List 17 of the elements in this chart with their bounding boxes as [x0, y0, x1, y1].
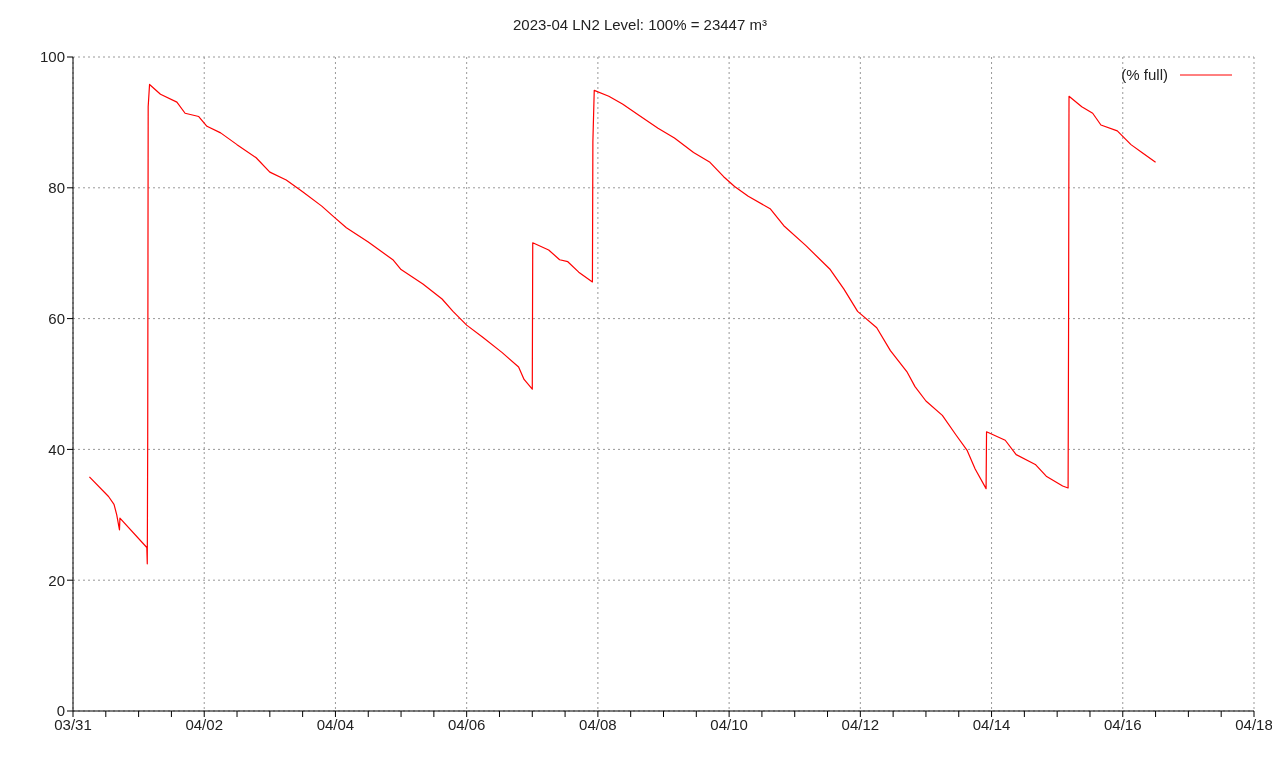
x-tick-label: 04/08 [579, 715, 617, 733]
x-tick-label: 04/04 [316, 715, 355, 733]
chart-title: 2023-04 LN2 Level: 100% = 23447 m³ [513, 16, 767, 33]
y-tick-label: 40 [48, 440, 65, 458]
x-tick-label: 04/12 [841, 715, 880, 733]
x-tick-label: 04/18 [1235, 715, 1273, 733]
legend-label: (% full) [1121, 66, 1168, 83]
y-tick-label: 100 [39, 48, 65, 66]
line-series [88, 83, 1157, 565]
y-tick-label: 80 [48, 179, 65, 197]
y-tick-label: 60 [48, 309, 65, 327]
x-tick-label: 04/16 [1104, 715, 1142, 733]
x-tick-label: 04/10 [710, 715, 748, 733]
y-tick-label: 20 [48, 571, 65, 589]
x-tick-label: 04/06 [447, 715, 486, 733]
x-tick-label: 04/02 [185, 715, 223, 733]
x-tick-label: 04/14 [972, 715, 1011, 733]
